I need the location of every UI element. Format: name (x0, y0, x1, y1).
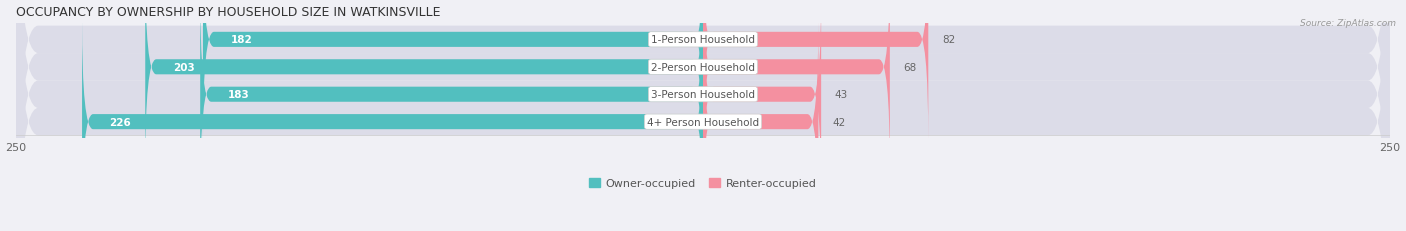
FancyBboxPatch shape (15, 0, 1391, 231)
FancyBboxPatch shape (15, 0, 1391, 231)
Text: 203: 203 (173, 63, 194, 73)
Text: 43: 43 (835, 90, 848, 100)
FancyBboxPatch shape (703, 0, 821, 197)
FancyBboxPatch shape (202, 0, 703, 142)
Text: 182: 182 (231, 35, 252, 45)
FancyBboxPatch shape (703, 20, 818, 224)
Text: 68: 68 (904, 63, 917, 73)
Text: Source: ZipAtlas.com: Source: ZipAtlas.com (1301, 18, 1396, 27)
Text: 42: 42 (832, 117, 845, 127)
FancyBboxPatch shape (703, 0, 928, 142)
Text: 82: 82 (942, 35, 955, 45)
FancyBboxPatch shape (200, 0, 703, 197)
Text: OCCUPANCY BY OWNERSHIP BY HOUSEHOLD SIZE IN WATKINSVILLE: OCCUPANCY BY OWNERSHIP BY HOUSEHOLD SIZE… (15, 6, 440, 18)
FancyBboxPatch shape (15, 0, 1391, 231)
FancyBboxPatch shape (703, 0, 890, 169)
Text: 2-Person Household: 2-Person Household (651, 63, 755, 73)
Text: 1-Person Household: 1-Person Household (651, 35, 755, 45)
Text: 226: 226 (110, 117, 131, 127)
Text: 4+ Person Household: 4+ Person Household (647, 117, 759, 127)
FancyBboxPatch shape (15, 0, 1391, 231)
FancyBboxPatch shape (82, 20, 703, 224)
Text: 183: 183 (228, 90, 249, 100)
Legend: Owner-occupied, Renter-occupied: Owner-occupied, Renter-occupied (585, 173, 821, 193)
Text: 3-Person Household: 3-Person Household (651, 90, 755, 100)
FancyBboxPatch shape (145, 0, 703, 169)
